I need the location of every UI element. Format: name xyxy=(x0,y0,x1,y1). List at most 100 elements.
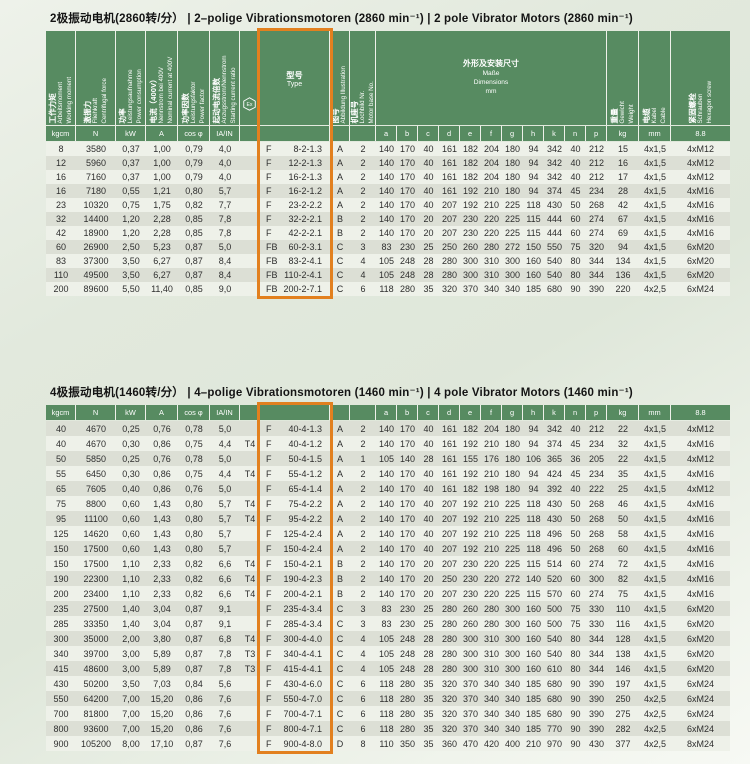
cell-dim-h: 160 xyxy=(525,603,542,614)
cell-working-moment: 50 xyxy=(55,453,66,464)
cell-working-moment: 83 xyxy=(55,256,66,266)
cell-screw: 6xM24 xyxy=(686,708,714,719)
cell-dim-d: 161 xyxy=(441,144,458,154)
col-header-centrifugal-force: 激振力 Fliehkraft Centrifugal force xyxy=(76,31,116,125)
cell-screw: 6xM20 xyxy=(686,663,714,674)
table-row: 95 11100 0,60 1,43 0,80 5,7 T4 F 95-4-2.2 A 2 140 17… xyxy=(46,511,730,526)
cell-cable: 4x1,5 xyxy=(643,543,667,554)
cell-motor-base: 6 xyxy=(360,284,366,294)
cell-temp-class xyxy=(240,156,260,170)
cell-dim-g: 180 xyxy=(504,144,521,154)
cell-dim-d: 161 xyxy=(441,453,458,464)
cell-cable: 4x1,5 xyxy=(643,270,667,280)
cell-dim-n: 50 xyxy=(570,513,581,524)
cell-motor-base: 8 xyxy=(360,738,366,749)
cell-illustration: A xyxy=(336,468,343,479)
cell-dim-b: 170 xyxy=(399,528,416,539)
cell-dim-b: 248 xyxy=(399,633,416,644)
cell-illustration: B xyxy=(336,588,343,599)
cell-motor-base: 4 xyxy=(360,270,366,280)
cell-current: 0,86 xyxy=(153,483,171,494)
cell-temp-class: T4 xyxy=(244,498,256,509)
cell-cos-phi: 0,80 xyxy=(185,543,203,554)
cell-dim-f: 310 xyxy=(483,270,500,280)
col-header-working-moment: 工作力矩 Arbeitsmoment Working moment xyxy=(46,31,76,125)
cell-dim-h: 118 xyxy=(526,200,541,210)
cell-type: FB 110-2-4.1 xyxy=(266,270,322,280)
cell-type: F 430-4-6.0 xyxy=(266,678,322,689)
cell-dim-b: 230 xyxy=(399,603,416,614)
cell-current: 1,00 xyxy=(153,158,171,168)
table-row: 700 81800 7,00 15,20 0,86 7,6 F 700-4-7.1 C 6 118 2… xyxy=(46,706,730,721)
cell-dim-f: 340 xyxy=(483,284,500,294)
cell-dim-c: 35 xyxy=(423,708,434,719)
cell-illustration: C xyxy=(336,663,344,674)
cell-dim-k: 540 xyxy=(546,270,563,280)
cell-working-moment: 430 xyxy=(53,678,69,689)
cell-dim-g: 225 xyxy=(504,543,521,554)
cell-dim-a: 140 xyxy=(378,573,395,584)
cell-screw: 4xM12 xyxy=(686,144,714,154)
cell-dim-f: 204 xyxy=(483,423,500,434)
cell-dim-g: 180 xyxy=(504,423,521,434)
cell-dim-g: 340 xyxy=(504,708,521,719)
cell-type: F 300-4-4.0 xyxy=(266,633,322,644)
cell-type: F 150-4-2.1 xyxy=(266,558,322,569)
cell-centrifugal-force: 27500 xyxy=(83,603,109,614)
cell-centrifugal-force: 7160 xyxy=(85,172,107,182)
cell-temp-class xyxy=(240,212,260,226)
cell-dim-d: 207 xyxy=(441,200,458,210)
cell-dim-k: 430 xyxy=(546,200,563,210)
cell-dim-p: 344 xyxy=(588,663,605,674)
cell-cos-phi: 0,86 xyxy=(185,708,203,719)
cell-temp-class: T4 xyxy=(244,633,256,644)
cell-dim-c: 28 xyxy=(423,453,434,464)
cell-dim-d: 207 xyxy=(441,498,458,509)
cell-dim-d: 280 xyxy=(441,603,458,614)
section-4pole: 4极振动电机(1460转/分） | 4–polige Vibrationsmot… xyxy=(0,384,750,754)
table-row: 550 64200 7,00 15,20 0,86 7,6 F 550-4-7.0 C 6 118 2… xyxy=(46,691,730,706)
cell-current: 5,23 xyxy=(153,242,171,252)
cell-current-ratio: 7,8 xyxy=(218,663,232,674)
cell-screw: 4xM16 xyxy=(686,558,714,569)
cell-cos-phi: 0,78 xyxy=(185,423,203,434)
table-row: 40 4670 0,30 0,86 0,75 4,4 T4 F 40-4-1.2 A 2 140 170… xyxy=(46,436,730,451)
cell-dim-d: 207 xyxy=(441,588,458,599)
cell-motor-base: 2 xyxy=(360,543,366,554)
cell-power: 8,00 xyxy=(122,738,140,749)
cell-dim-d: 207 xyxy=(441,228,458,238)
cell-cos-phi: 0,86 xyxy=(185,693,203,704)
cell-cable: 4x2,5 xyxy=(643,723,667,734)
cell-power: 0,40 xyxy=(122,483,140,494)
cell-working-moment: 235 xyxy=(53,603,69,614)
cell-current-ratio: 7,6 xyxy=(218,723,232,734)
cell-type: F 415-4-4.1 xyxy=(266,663,322,674)
cell-dim-d: 320 xyxy=(441,723,458,734)
cell-dim-d: 207 xyxy=(441,528,458,539)
table-row: 800 93600 7,00 15,20 0,86 7,6 F 800-4-7.1 C 6 118 2… xyxy=(46,721,730,736)
cell-motor-base: 2 xyxy=(360,498,366,509)
cell-dim-g: 340 xyxy=(504,284,521,294)
cell-weight: 72 xyxy=(617,558,628,569)
cell-current-ratio: 7,6 xyxy=(218,738,232,749)
cell-motor-base: 6 xyxy=(360,678,366,689)
cell-dim-g: 225 xyxy=(504,228,521,238)
cell-type: F 550-4-7.0 xyxy=(266,693,322,704)
cell-dim-a: 140 xyxy=(378,228,395,238)
cell-working-moment: 75 xyxy=(55,498,66,509)
cell-cos-phi: 0,80 xyxy=(185,498,203,509)
cell-dim-b: 170 xyxy=(399,543,416,554)
cell-dim-d: 207 xyxy=(441,214,458,224)
cell-temp-class: T4 xyxy=(244,558,256,569)
cell-motor-base: 6 xyxy=(360,723,366,734)
table-row: 8 3580 0,37 1,00 0,79 4,0 F 8-2-1.3 A 2 140 170 40 16… xyxy=(46,142,730,156)
cell-cos-phi: 0,84 xyxy=(185,678,203,689)
table-row: 235 27500 1,40 3,04 0,87 9,1 F 235-4-3.4 C 3 83 230… xyxy=(46,601,730,616)
cell-dim-a: 105 xyxy=(378,663,395,674)
cell-dim-k: 430 xyxy=(546,513,563,524)
cell-cos-phi: 0,82 xyxy=(185,573,203,584)
cell-dim-a: 105 xyxy=(378,270,395,280)
cell-dim-n: 75 xyxy=(570,242,581,252)
cell-working-moment: 150 xyxy=(53,558,69,569)
unit-blank xyxy=(330,126,350,141)
